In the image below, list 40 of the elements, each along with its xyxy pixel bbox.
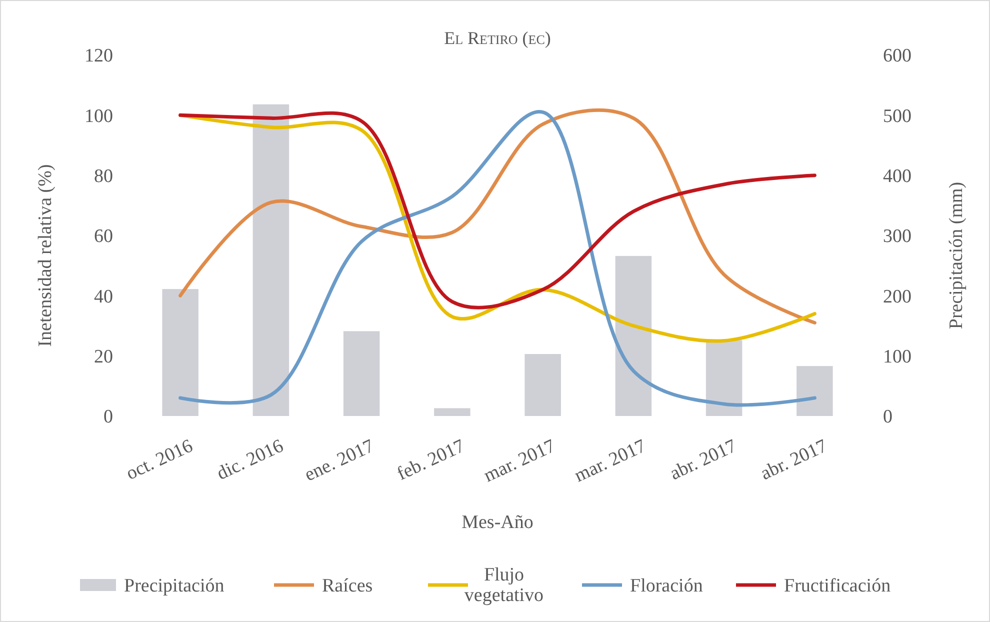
x-tick-label: abr. 2017 [757, 436, 830, 484]
bar [706, 340, 742, 416]
y-tick-label: 20 [94, 346, 113, 368]
y2-tick-label: 300 [883, 226, 912, 248]
bar [252, 104, 290, 416]
legend-label: Raíces [322, 576, 373, 597]
bar [796, 366, 833, 416]
y2-tick-label: 500 [883, 106, 912, 127]
x-tick-label: dic. 2016 [214, 436, 287, 484]
bar [343, 331, 380, 416]
x-tick-label: ene. 2017 [301, 436, 378, 486]
x-tick-label: mar. 2017 [480, 436, 559, 487]
y-tick-label: 0 [104, 406, 113, 428]
legend-label: Fructificación [784, 576, 892, 597]
y2-tick-label: 100 [883, 346, 912, 368]
x-tick-label: oct. 2016 [123, 436, 196, 484]
bar [162, 289, 198, 416]
legend-label: Precipitación [124, 576, 225, 597]
y-tick-label: 60 [94, 226, 113, 248]
x-axis-title: Mes-Año [462, 512, 534, 533]
x-tick-label: feb. 2017 [394, 436, 468, 485]
y2-axis-title: Precipitación (mm) [946, 182, 967, 330]
bar [615, 256, 652, 416]
x-tick-label: abr. 2017 [666, 436, 740, 484]
x-tick-label: mar. 2017 [571, 436, 650, 487]
bar [524, 354, 561, 416]
y2-tick-label: 400 [883, 166, 912, 187]
legend-label: Floración [630, 576, 704, 597]
y-tick-label: 80 [94, 166, 113, 187]
bar [434, 408, 470, 416]
chart-title: El Retiro (ec) [444, 28, 551, 48]
y-tick-label: 40 [94, 286, 113, 308]
y-tick-label: 120 [84, 46, 113, 67]
y-tick-label: 100 [84, 106, 113, 127]
legend-label: Flujo vegetativo [464, 564, 544, 606]
y2-tick-label: 0 [883, 406, 892, 428]
line-series [178, 110, 816, 407]
y-axis-title: Inetensidad relativa (%) [35, 164, 56, 347]
y2-tick-label: 600 [883, 46, 912, 67]
y2-tick-label: 200 [883, 286, 912, 308]
